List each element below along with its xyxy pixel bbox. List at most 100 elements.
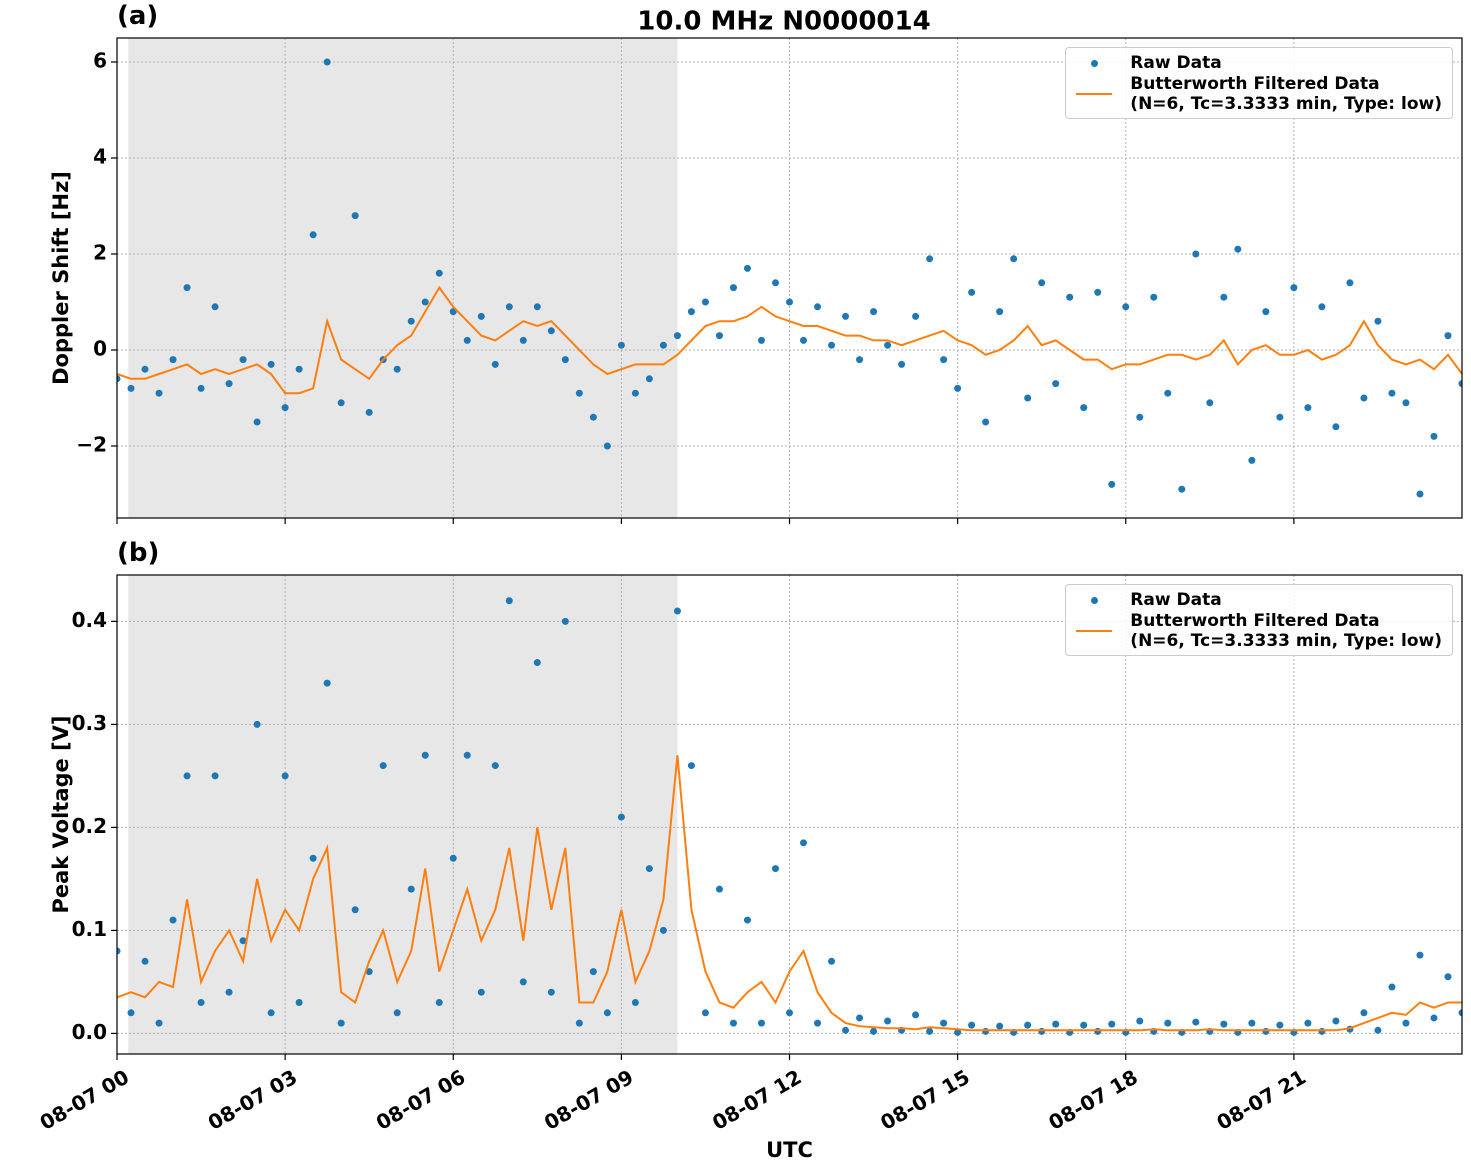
raw-point — [645, 865, 653, 873]
raw-point — [253, 418, 261, 426]
raw-point — [729, 284, 737, 292]
raw-point — [295, 365, 303, 373]
legend-label: Raw Data — [1130, 53, 1222, 73]
raw-point — [1052, 380, 1060, 388]
raw-point — [940, 356, 948, 364]
raw-point — [323, 679, 331, 687]
axes-frame — [116, 574, 1463, 1055]
raw-point — [814, 303, 822, 311]
raw-point — [393, 365, 401, 373]
raw-point — [323, 58, 331, 66]
legend-key — [1072, 52, 1116, 74]
raw-point — [1080, 404, 1088, 412]
raw-point — [379, 762, 387, 770]
raw-point — [856, 1014, 864, 1022]
raw-point — [828, 341, 836, 349]
raw-point — [1430, 432, 1438, 440]
raw-point — [1052, 1020, 1060, 1028]
plot-data — [117, 58, 1462, 498]
raw-point — [1332, 1017, 1340, 1025]
raw-point — [1220, 293, 1228, 301]
raw-point — [1038, 279, 1046, 287]
legend-key — [1072, 589, 1116, 611]
raw-point — [771, 279, 779, 287]
x-tick-label: 08-07 18 — [1044, 1065, 1142, 1135]
raw-point — [1248, 1019, 1256, 1027]
raw-point — [127, 384, 135, 392]
raw-point — [926, 255, 934, 263]
raw-point — [898, 360, 906, 368]
raw-point — [659, 341, 667, 349]
raw-point — [926, 1027, 934, 1035]
raw-point — [477, 312, 485, 320]
raw-point — [659, 926, 667, 934]
raw-point — [603, 1009, 611, 1017]
raw-point — [117, 947, 121, 955]
raw-point — [295, 998, 303, 1006]
raw-point — [281, 404, 289, 412]
y-axis-label: Peak Voltage [V] — [49, 715, 73, 913]
raw-point — [982, 1027, 990, 1035]
raw-point — [1192, 250, 1200, 258]
raw-point — [1332, 423, 1340, 431]
raw-point — [1304, 404, 1312, 412]
raw-point — [715, 885, 723, 893]
y-tick-label: 6 — [93, 49, 107, 73]
raw-point — [1360, 1009, 1368, 1017]
raw-point — [1346, 279, 1354, 287]
raw-point — [1234, 245, 1242, 253]
raw-point — [435, 998, 443, 1006]
raw-point — [701, 298, 709, 306]
raw-point — [309, 231, 317, 239]
raw-point — [561, 617, 569, 625]
raw-point — [1220, 1020, 1228, 1028]
raw-point — [1402, 399, 1410, 407]
raw-point — [547, 988, 555, 996]
raw-point — [575, 1019, 583, 1027]
raw-point — [729, 1019, 737, 1027]
raw-point — [1136, 1017, 1144, 1025]
y-tick-label: 0.2 — [72, 814, 107, 838]
raw-point — [1276, 413, 1284, 421]
raw-point — [645, 375, 653, 383]
raw-point — [239, 937, 247, 945]
raw-point — [1164, 389, 1172, 397]
raw-point — [337, 399, 345, 407]
raw-point — [449, 854, 457, 862]
raw-point — [183, 284, 191, 292]
raw-point — [1416, 951, 1424, 959]
filtered-line — [117, 285, 1462, 395]
raw-point — [267, 360, 275, 368]
raw-point — [407, 885, 415, 893]
raw-point — [814, 1019, 822, 1027]
raw-point — [940, 1019, 948, 1027]
y-axis-label: Doppler Shift [Hz] — [49, 171, 73, 385]
raw-point — [155, 389, 163, 397]
raw-point — [407, 317, 415, 325]
raw-point — [856, 356, 864, 364]
raw-point — [1024, 394, 1032, 402]
raw-point — [884, 341, 892, 349]
raw-point — [225, 988, 233, 996]
raw-point — [954, 384, 962, 392]
raw-point — [786, 298, 793, 306]
raw-point — [757, 336, 765, 344]
raw-point — [575, 389, 583, 397]
raw-point — [1402, 1019, 1410, 1027]
raw-point — [1066, 293, 1074, 301]
raw-point — [1150, 293, 1158, 301]
legend: Raw Data Butterworth Filtered Data (N=6, … — [1065, 584, 1453, 656]
raw-point — [771, 865, 779, 873]
raw-point — [197, 998, 205, 1006]
raw-point — [1262, 308, 1270, 316]
raw-point — [267, 1009, 275, 1017]
raw-point — [1080, 1021, 1088, 1029]
raw-point — [870, 308, 878, 316]
raw-point — [505, 303, 513, 311]
legend-key — [1072, 620, 1116, 642]
raw-point — [743, 916, 751, 924]
plot-data — [117, 597, 1462, 1036]
x-axis-label: UTC — [766, 1138, 813, 1162]
raw-point — [954, 1028, 962, 1036]
raw-point — [1304, 1019, 1312, 1027]
